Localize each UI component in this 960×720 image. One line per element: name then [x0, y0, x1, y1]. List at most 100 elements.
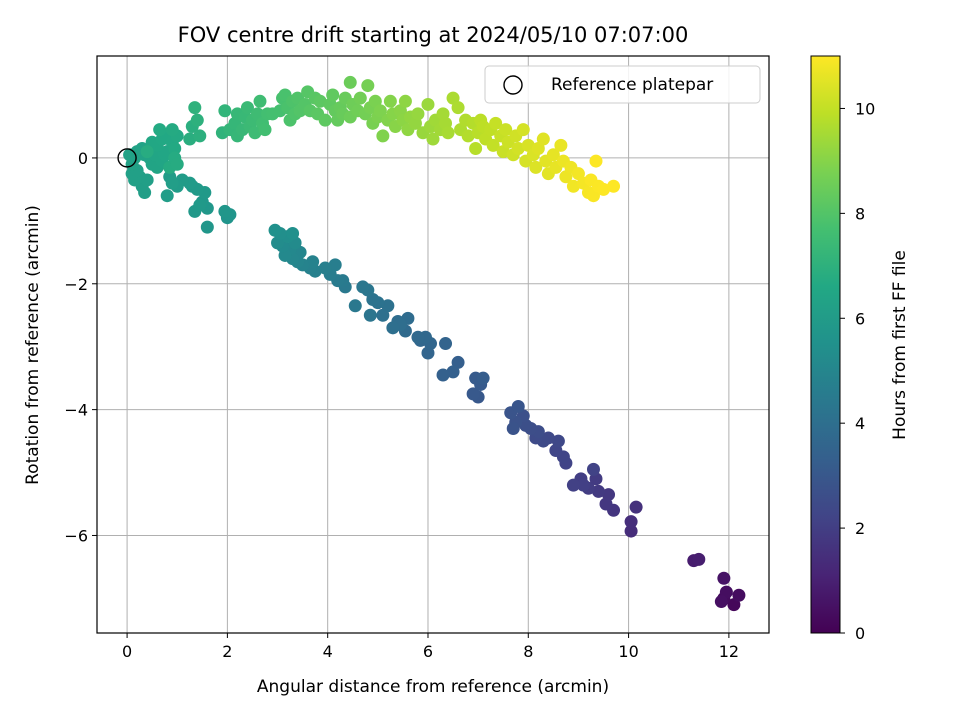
colorbar-label: Hours from first FF file [890, 250, 910, 440]
colorbar-ticks: 0 2 4 6 8 10 [840, 99, 875, 643]
data-point [218, 204, 232, 218]
data-point [732, 588, 746, 602]
data-point [554, 138, 568, 152]
x-tick-label: 0 [122, 642, 132, 661]
x-tick-label: 4 [323, 642, 333, 661]
data-point [348, 299, 362, 313]
data-point [193, 129, 207, 143]
data-point [576, 478, 590, 492]
data-point [383, 94, 397, 108]
data-point [439, 337, 453, 351]
data-point [469, 141, 483, 155]
data-point [153, 123, 167, 137]
y-tick-label: −2 [64, 275, 88, 294]
legend-box [484, 65, 761, 104]
data-point [160, 189, 174, 203]
data-point [361, 79, 375, 93]
data-point [140, 145, 154, 159]
x-tick-label: 6 [423, 642, 433, 661]
data-point [714, 595, 728, 609]
x-tick-label: 10 [618, 642, 638, 661]
data-point [363, 308, 377, 322]
colorbar-tick-label: 0 [855, 624, 865, 643]
chart-title: FOV centre drift starting at 2024/05/10 … [178, 23, 689, 47]
data-point [258, 123, 272, 137]
y-axis-label: Rotation from reference (arcmin) [23, 205, 43, 485]
data-point [629, 500, 643, 514]
data-point [248, 126, 262, 140]
data-point [607, 179, 621, 193]
data-point [386, 321, 400, 335]
data-point [426, 132, 440, 146]
data-point [240, 101, 254, 115]
colorbar-tick-label: 2 [855, 519, 865, 538]
data-point [218, 104, 232, 118]
data-point [165, 123, 179, 137]
data-point [692, 552, 706, 566]
data-point [318, 113, 332, 127]
data-point [190, 113, 204, 127]
data-point [446, 365, 460, 379]
data-point [591, 484, 605, 498]
data-point [602, 488, 616, 502]
x-tick-label: 8 [523, 642, 533, 661]
data-point [183, 132, 197, 146]
data-point [516, 123, 530, 137]
data-point [200, 220, 214, 234]
data-point [381, 299, 395, 313]
data-point [268, 223, 282, 237]
data-point [193, 198, 207, 212]
data-point [168, 141, 182, 155]
data-point [373, 104, 387, 118]
x-tick-label: 12 [719, 642, 739, 661]
data-point [717, 571, 731, 585]
data-point [624, 515, 638, 529]
data-point [506, 422, 520, 436]
grid-lines [97, 56, 769, 633]
data-point [451, 101, 465, 115]
data-point [343, 75, 357, 89]
legend-marker-icon [503, 75, 523, 95]
x-tick-label: 2 [222, 642, 232, 661]
data-point [328, 258, 342, 272]
data-point [586, 462, 600, 476]
data-point [286, 226, 300, 240]
data-point [624, 524, 638, 538]
data-point [398, 94, 412, 108]
data-point [441, 126, 455, 140]
data-point [499, 123, 513, 137]
data-point [597, 182, 611, 196]
reference-marker-group [117, 148, 137, 168]
data-point [170, 157, 184, 171]
data-point [421, 97, 435, 111]
x-axis-label: Angular distance from reference (arcmin) [257, 677, 609, 697]
data-point [461, 129, 475, 143]
data-point [536, 132, 550, 146]
data-point [253, 94, 267, 108]
colorbar [810, 55, 841, 634]
data-point [353, 91, 367, 105]
data-point [489, 116, 503, 130]
data-point [476, 371, 490, 385]
colorbar-tick-label: 6 [855, 309, 865, 328]
y-axis-ticks: 0 −2 −4 −6 [64, 149, 97, 545]
legend: Reference platepar [484, 65, 761, 104]
data-point [165, 176, 179, 190]
data-point [411, 330, 425, 344]
y-tick-label: 0 [78, 149, 88, 168]
data-point [511, 399, 525, 413]
data-point [411, 107, 425, 121]
colorbar-tick-label: 4 [855, 414, 865, 433]
x-axis-ticks: 0 2 4 6 8 10 12 [122, 633, 739, 661]
data-point [486, 138, 500, 152]
data-point [511, 141, 525, 155]
data-point [188, 101, 202, 115]
data-point [529, 160, 543, 174]
data-point [313, 94, 327, 108]
data-point [566, 179, 580, 193]
data-point [356, 280, 370, 294]
data-point [436, 368, 450, 382]
data-point [551, 434, 565, 448]
data-point [566, 478, 580, 492]
